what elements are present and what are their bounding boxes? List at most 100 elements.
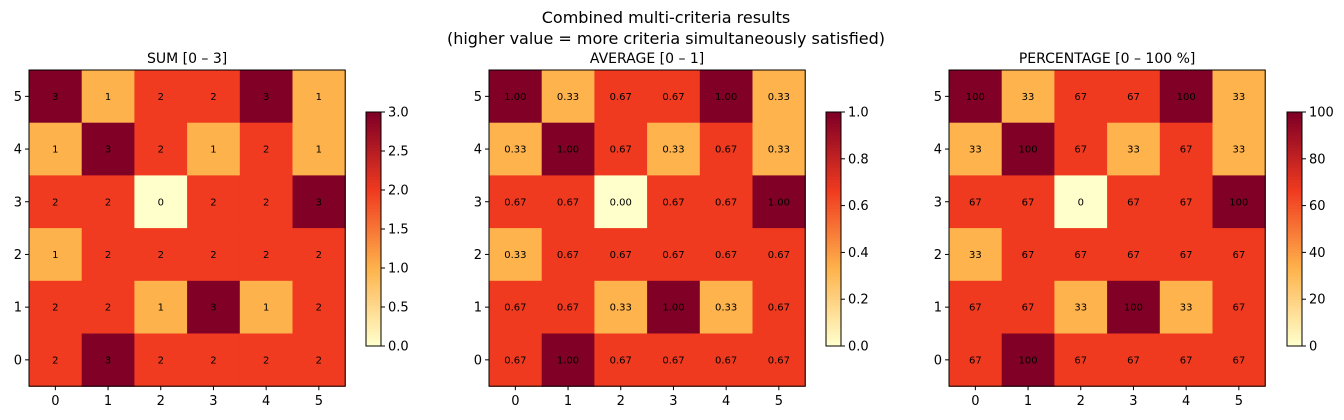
heatmap-cell [239, 175, 294, 229]
heatmap-cell [699, 228, 754, 282]
cell-value-label: 33 [1232, 145, 1245, 156]
colorbar-segment [826, 117, 841, 122]
colorbar-segment [366, 223, 381, 227]
cell-value-label: 3 [105, 145, 111, 156]
colorbar-segment [366, 296, 381, 300]
colorbar-segment [366, 275, 381, 280]
colorbar-segment [1287, 220, 1302, 224]
colorbar-segment [826, 155, 841, 160]
colorbar-segment [1287, 170, 1302, 175]
y-tick-label: 0 [934, 353, 942, 368]
heatmap-cell [187, 228, 241, 282]
colorbar-segment [826, 331, 841, 335]
colorbar-segment [366, 202, 381, 207]
colorbar-segment [1287, 214, 1302, 218]
colorbar-segment [1287, 331, 1302, 335]
colorbar-segment [366, 234, 381, 239]
x-tick-label: 5 [1235, 394, 1243, 409]
cell-value-label: 0.67 [557, 250, 579, 261]
heatmap-cell [647, 122, 701, 176]
colorbar-segment [1287, 190, 1302, 195]
cell-value-label: 33 [1232, 92, 1245, 103]
colorbar-segment [366, 343, 381, 347]
colorbar-segment [366, 302, 381, 306]
cell-value-label: 3 [105, 355, 111, 366]
colorbar-tick-label: 0.8 [848, 152, 869, 167]
colorbar-segment [1287, 307, 1302, 312]
cell-value-label: 0 [158, 197, 164, 208]
cell-value-label: 2 [105, 303, 111, 314]
colorbar-segment [366, 170, 381, 175]
cell-value-label: 67 [1074, 145, 1087, 156]
cell-value-label: 100 [1019, 355, 1038, 366]
colorbar-segment [1287, 272, 1302, 277]
colorbar-segment [826, 126, 841, 131]
cell-value-label: 2 [105, 197, 111, 208]
heatmap-cell [1212, 122, 1266, 176]
colorbar-segment [826, 290, 841, 294]
heatmap-cell [292, 122, 346, 176]
heatmap-cell [647, 175, 701, 229]
cell-value-label: 33 [969, 145, 982, 156]
cell-value-label: 1 [316, 92, 322, 103]
colorbar-segment [366, 246, 381, 251]
colorbar-segment [826, 211, 841, 215]
colorbar-segment [1287, 284, 1302, 289]
cell-value-label: 0 [1078, 197, 1084, 208]
cell-value-label: 3 [210, 303, 216, 314]
cell-value-label: 0.67 [768, 250, 790, 261]
colorbar-segment [366, 208, 381, 213]
cell-value-label: 100 [1177, 92, 1196, 103]
colorbar-segment [366, 205, 381, 210]
colorbar-segment [1287, 205, 1302, 210]
heatmap-cell [541, 122, 595, 176]
colorbar-segment [366, 211, 381, 215]
cell-value-label: 2 [105, 250, 111, 261]
colorbar-segment [366, 217, 381, 221]
colorbar-segment [366, 214, 381, 218]
heatmap-cell [594, 333, 648, 387]
heatmap-cell [1054, 228, 1108, 282]
cell-value-label: 3 [52, 92, 58, 103]
y-tick-label: 5 [474, 90, 482, 105]
colorbar-segment [366, 167, 381, 172]
colorbar-tick-label: 1.5 [388, 223, 409, 238]
cell-value-label: 0.33 [610, 303, 632, 314]
heatmap-cell [1159, 175, 1214, 229]
cell-value-label: 2 [263, 145, 269, 156]
cell-value-label: 0.33 [504, 250, 526, 261]
colorbar-tick-label: 3.0 [388, 106, 409, 121]
cell-value-label: 3 [263, 92, 269, 103]
colorbar-segment [1287, 255, 1302, 259]
colorbar-segment [1287, 275, 1302, 280]
cell-value-label: 67 [1180, 355, 1193, 366]
y-tick-label: 1 [934, 301, 942, 316]
colorbar-segment [366, 176, 381, 180]
colorbar-segment [1287, 141, 1302, 145]
cell-value-label: 2 [210, 355, 216, 366]
colorbar-segment [1287, 164, 1302, 169]
cell-value-label: 33 [1074, 303, 1087, 314]
colorbar-segment [826, 135, 841, 139]
heatmap-cell [134, 122, 188, 176]
plot-frame [28, 69, 346, 387]
cell-value-label: 67 [1180, 197, 1193, 208]
colorbar-segment [366, 299, 381, 303]
colorbar-segment [1287, 296, 1302, 300]
colorbar-segment [826, 185, 841, 189]
colorbar-segment [826, 261, 841, 265]
cell-value-label: 67 [969, 197, 982, 208]
x-tick-label: 2 [1077, 394, 1085, 409]
x-tick-label: 3 [1129, 394, 1137, 409]
cell-value-label: 67 [1074, 355, 1087, 366]
heatmap-cell [1159, 333, 1214, 387]
colorbar-segment [1287, 325, 1302, 330]
heatmap-cell [1159, 122, 1214, 176]
colorbar-segment [826, 337, 841, 341]
colorbar-segment [826, 237, 841, 242]
heatmap-cell [81, 333, 135, 387]
colorbar-segment [366, 161, 381, 166]
colorbar-segment [366, 261, 381, 265]
colorbar-segment [1287, 202, 1302, 207]
